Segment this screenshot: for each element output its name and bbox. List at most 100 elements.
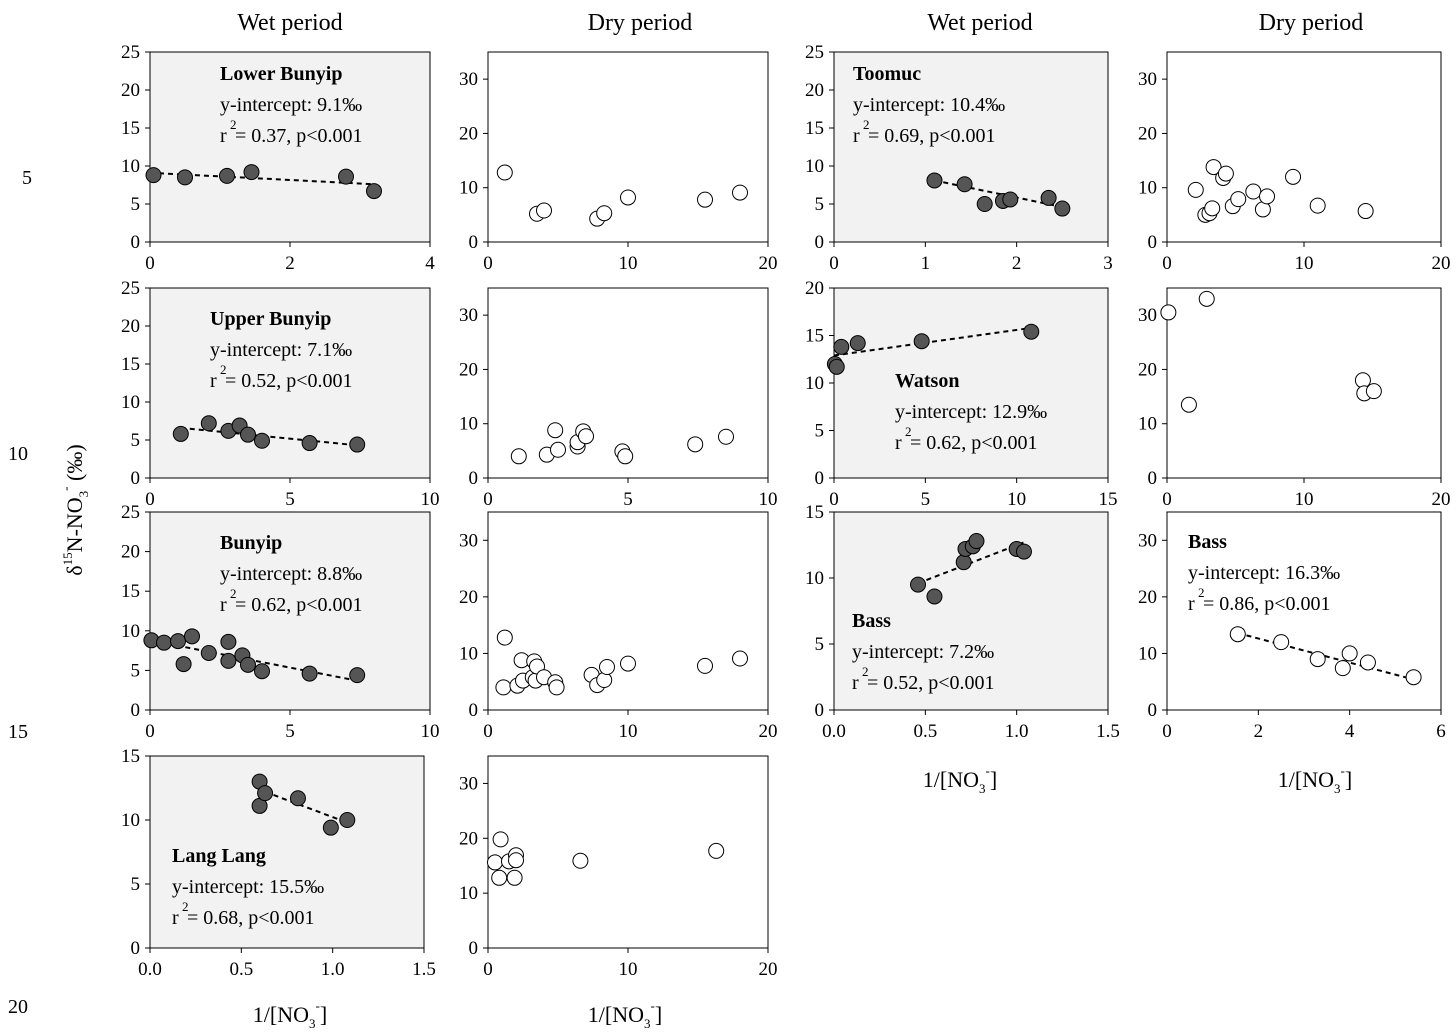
data-point [926, 172, 943, 189]
x-tick-label: 5 [285, 489, 295, 510]
data-point [833, 338, 850, 355]
regression-stats: = 0.62, p<0.001 [235, 594, 363, 616]
y-tick-label: 30 [459, 305, 478, 326]
y-tick-label: 25 [121, 42, 140, 63]
y-tick-label: 10 [121, 810, 140, 831]
y-tick-label: 0 [1148, 232, 1158, 253]
r-squared-exponent: 2 [230, 117, 237, 132]
data-point [687, 436, 704, 453]
y-intercept-text: y-intercept: 12.9‰ [895, 401, 1047, 423]
x-tick-label: 0 [145, 721, 155, 742]
x-tick-label: 1.0 [321, 959, 345, 980]
x-axis-label-part: - [986, 763, 990, 778]
data-point [510, 448, 527, 465]
regression-stats: = 0.86, p<0.001 [1203, 593, 1331, 615]
data-point [1217, 165, 1234, 182]
y-tick-label: 10 [1138, 414, 1157, 435]
y-tick-label: 10 [459, 178, 478, 199]
column-header: Dry period [1259, 10, 1364, 36]
y-intercept-text: y-intercept: 8.8‰ [220, 563, 362, 585]
y-tick-label: 25 [805, 42, 824, 63]
x-tick-label: 10 [759, 489, 778, 510]
regression-stats: = 0.37, p<0.001 [235, 125, 363, 147]
x-tick-label: 0.0 [822, 721, 846, 742]
regression-stats: = 0.52, p<0.001 [867, 672, 995, 694]
x-tick-label: 6 [1436, 721, 1446, 742]
y-tick-label: 10 [121, 156, 140, 177]
site-name: Bass [852, 610, 891, 632]
x-tick-label: 0 [145, 253, 155, 274]
data-point [156, 634, 172, 651]
column-header: Wet period [237, 10, 342, 36]
data-point [955, 554, 972, 571]
x-tick-label: 20 [759, 959, 778, 980]
data-point [1365, 383, 1382, 400]
y-tick-label: 15 [805, 326, 824, 347]
x-tick-label: 20 [1432, 489, 1451, 510]
data-point [219, 167, 235, 184]
x-tick-label: 0 [483, 489, 493, 510]
x-tick-label: 0.0 [138, 959, 162, 980]
data-point [620, 189, 636, 206]
data-point [322, 819, 339, 836]
x-tick-label: 10 [619, 721, 638, 742]
data-point [339, 812, 356, 828]
y-tick-label: 30 [459, 773, 478, 794]
r-squared-symbol: r [895, 432, 902, 454]
x-tick-label: 0 [829, 253, 839, 274]
column-header: Dry period [588, 10, 693, 36]
x-tick-label: 2 [285, 253, 295, 274]
data-point [1309, 651, 1326, 668]
x-tick-label: 2 [1254, 721, 1264, 742]
y-tick-label: 10 [459, 643, 478, 664]
x-tick-label: 0 [1162, 253, 1172, 274]
x-axis-label-part: 1/[NO [1278, 767, 1334, 792]
r-squared-symbol: r [852, 672, 859, 694]
data-point [1002, 191, 1019, 208]
x-tick-label: 10 [1007, 489, 1026, 510]
x-tick-label: 10 [619, 959, 638, 980]
x-tick-label: 0 [1162, 489, 1172, 510]
trend-line [934, 179, 1063, 209]
plot-area [487, 755, 769, 949]
data-point [536, 202, 552, 219]
y-tick-label: 0 [469, 938, 479, 959]
plot-area [1166, 511, 1442, 711]
y-tick-label: 10 [805, 373, 824, 394]
data-point [620, 655, 636, 672]
data-point [301, 665, 318, 682]
y-tick-label: 25 [121, 502, 140, 523]
data-point [718, 428, 734, 445]
panel-upper-bunyip-wet: 0 5 10 15 20 25 0 5 10 Upper Bunyip y-intercept: 7… [121, 278, 440, 510]
x-tick-label: 2 [1012, 253, 1022, 274]
data-point [596, 672, 613, 689]
y-tick-label: 20 [459, 359, 478, 380]
panel-toomuc-dry: 0 10 20 30 0 10 20 [1138, 51, 1451, 274]
x-tick-label: 0 [1162, 721, 1172, 742]
data-point [496, 629, 513, 646]
r-squared-symbol: r [1188, 593, 1195, 615]
panel-lower-bunyip-wet: 0 5 10 15 20 25 0 2 4 Lower Bunyip y-intercept: 9.… [121, 42, 435, 274]
x-tick-label: 10 [421, 489, 440, 510]
data-point [913, 333, 930, 350]
data-point [1023, 323, 1040, 340]
y-tick-label: 20 [459, 587, 478, 608]
y-tick-label: 0 [1148, 700, 1158, 721]
site-name: Toomuc [853, 63, 921, 85]
data-point [200, 415, 217, 432]
regression-stats: = 0.52, p<0.001 [225, 370, 353, 392]
data-point [732, 650, 748, 667]
data-point [926, 588, 943, 605]
site-name: Bunyip [220, 532, 282, 554]
site-name: Lower Bunyip [220, 63, 342, 85]
panel-bass-wet: 0 5 10 15 0.0 0.5 1.0 1.5 Bass y-intercept: 7.2‰ r… [805, 502, 1120, 742]
data-point [301, 435, 318, 452]
trend-line [833, 326, 1032, 357]
site-name: Upper Bunyip [210, 308, 331, 330]
y-tick-label: 25 [121, 278, 140, 299]
panel-lang-lang-wet: 0 5 10 15 0.0 0.5 1.0 1.5 Lang Lang y-intercept: … [121, 746, 436, 980]
panel-bunyip-dry: 0 10 20 30 0 10 20 [459, 511, 778, 742]
panel-watson-wet: 0 5 10 15 20 0 5 10 15 Watson y-intercept: 12.9‰ r2… [805, 278, 1118, 510]
line-number: 10 [8, 443, 28, 465]
